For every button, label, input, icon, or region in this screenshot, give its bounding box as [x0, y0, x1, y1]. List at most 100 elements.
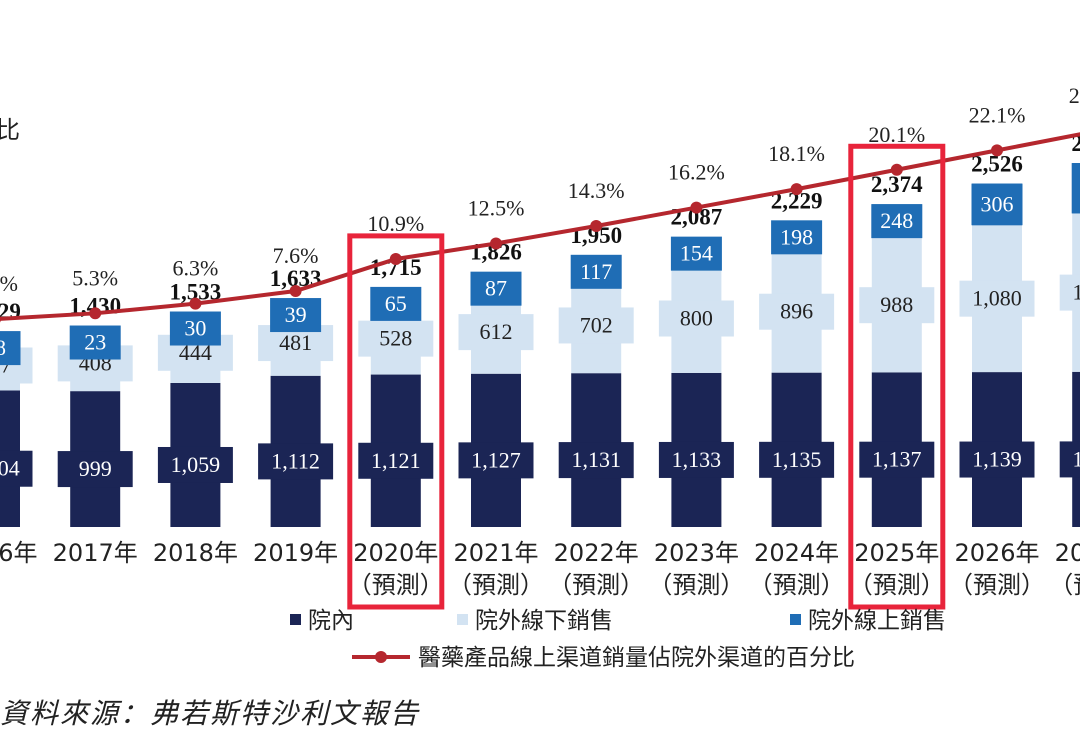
category-year-label: 2017年: [53, 539, 138, 567]
band-inhospital: [157, 446, 233, 483]
category-note-label: （預測）: [548, 571, 644, 599]
band-inhospital: [959, 441, 1035, 478]
band-inhospital: [358, 442, 434, 479]
band-offline: [658, 300, 734, 337]
label-offline: 612: [480, 319, 513, 344]
category-year-label: 2025年: [854, 539, 939, 567]
band-online: [771, 220, 823, 255]
band-online: [1071, 163, 1080, 214]
band-inhospital: [458, 442, 534, 479]
legend-swatch: [790, 614, 801, 625]
category-year-label: 2016年: [0, 539, 38, 567]
band-offline: [959, 280, 1035, 317]
label-online: 248: [880, 208, 913, 233]
category-note-label: （預測）: [1049, 571, 1080, 599]
label-offline: 896: [780, 299, 813, 324]
label-inhospital: 1,127: [471, 447, 521, 472]
band-online: [69, 325, 121, 360]
band-inhospital: [1059, 441, 1080, 478]
band-online: [871, 204, 923, 239]
line-point: [389, 252, 402, 265]
category-note-label: （預測）: [749, 571, 845, 599]
category-note-label: （預測）: [348, 571, 444, 599]
line-point: [590, 220, 603, 233]
line-value-label: 12.5%: [468, 195, 525, 220]
category-note-label: （預測）: [849, 571, 945, 599]
category-year-label: 2019年: [253, 539, 338, 567]
line-point: [0, 315, 1, 323]
band-online: [971, 183, 1023, 226]
line-value-label: 24.1%: [1069, 83, 1080, 108]
label-online: 117: [580, 259, 612, 284]
label-online: 306: [981, 191, 1014, 216]
line-point: [89, 307, 102, 320]
legend-label: 院內: [308, 608, 354, 634]
line-series: [0, 132, 1080, 321]
band-inhospital: [658, 441, 734, 478]
line-value-label: 14.3%: [568, 178, 625, 203]
band-inhospital: [558, 442, 634, 479]
category-year-label: 2021年: [453, 539, 538, 567]
label-online: 87: [485, 276, 507, 301]
band-offline: [458, 314, 534, 351]
category-year-label: 2022年: [554, 539, 639, 567]
label-online: 18: [0, 335, 6, 360]
line-value-label: 6.3%: [172, 256, 218, 281]
band-inhospital: [258, 443, 334, 480]
line-value-label: 7.6%: [273, 243, 319, 268]
label-inhospital: 999: [79, 456, 112, 481]
category-note-label: （預測）: [448, 571, 544, 599]
band-inhospital: [57, 451, 133, 488]
label-inhospital: 1,135: [772, 447, 822, 472]
band-inhospital: [759, 441, 835, 478]
label-offline: 988: [880, 292, 913, 317]
label-inhospital: 1,121: [371, 448, 421, 473]
label-offline: 800: [680, 306, 713, 331]
category-year-label: 2023年: [654, 539, 739, 567]
band-online: [570, 254, 622, 289]
category-year-label: 2020年: [353, 539, 438, 567]
band-online: [270, 298, 322, 333]
label-online: 30: [184, 316, 206, 341]
line-point: [289, 285, 302, 297]
legend-label: 院外線上銷售: [808, 608, 946, 634]
label-online: 198: [780, 224, 813, 249]
line-value-label: 20.1%: [868, 122, 925, 147]
category-year-label: 2018年: [153, 539, 238, 567]
legend-swatch: [457, 614, 468, 625]
legend-line-marker: [375, 651, 387, 663]
label-inhospital: 1,112: [271, 448, 320, 473]
line-point: [890, 163, 903, 176]
highlight-box: [347, 233, 445, 610]
label-offline: 481: [279, 330, 312, 355]
legend-label: 院外線下銷售: [475, 608, 613, 634]
label-online: 23: [84, 330, 106, 355]
line-value-label: 4.7%: [0, 271, 18, 296]
category-note-label: （預測）: [949, 571, 1045, 599]
label-inhospital: 1,141: [1072, 446, 1080, 471]
category-year-label: 2024年: [754, 539, 839, 567]
line-point: [189, 297, 202, 310]
band-online: [470, 271, 522, 306]
line-value-label: 18.1%: [768, 141, 825, 166]
band-offline: [1059, 274, 1080, 311]
legend-label: 醫藥產品線上渠道銷量佔院外渠道的百分比: [418, 645, 855, 671]
label-offline: 702: [580, 312, 613, 337]
line-point: [991, 144, 1003, 157]
label-offline: 1,165: [1072, 280, 1080, 305]
label-online: 154: [680, 241, 713, 266]
band-online: [169, 311, 221, 346]
band-offline: [759, 293, 835, 330]
line-value-label: 5.3%: [72, 265, 118, 290]
line-value-label: 22.1%: [969, 102, 1026, 127]
label-total: 2,374: [871, 172, 923, 197]
label-offline: 528: [379, 326, 412, 351]
label-online: 65: [385, 291, 407, 316]
line-value-label: 16.2%: [668, 160, 725, 185]
band-online: [670, 236, 722, 271]
label-inhospital: 1,137: [872, 447, 922, 472]
label-offline: 1,080: [972, 286, 1022, 311]
band-offline: [558, 307, 634, 344]
band-inhospital: [0, 450, 33, 487]
